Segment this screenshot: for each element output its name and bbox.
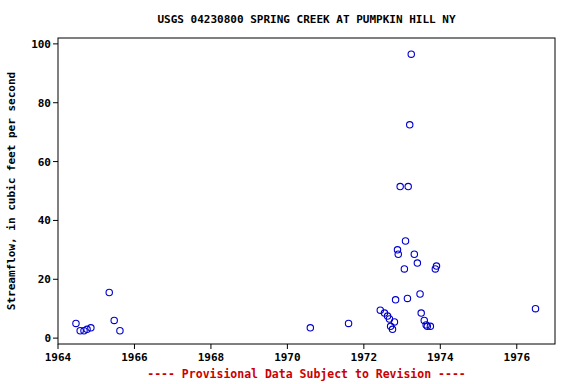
y-tick-label: 60 <box>38 156 51 169</box>
point <box>111 317 117 323</box>
point <box>73 320 79 326</box>
x-tick-label: 1976 <box>504 351 531 364</box>
point <box>405 183 411 189</box>
x-tick-label: 1968 <box>198 351 225 364</box>
chart: USGS 04230800 SPRING CREEK AT PUMPKIN HI… <box>0 0 576 384</box>
x-tick <box>516 344 517 349</box>
points <box>73 51 539 334</box>
point <box>392 297 398 303</box>
x-tick <box>134 344 135 349</box>
x-tick <box>287 344 288 349</box>
point <box>417 291 423 297</box>
x-tick-label: 1964 <box>45 351 72 364</box>
point <box>389 326 395 332</box>
y-axis-label: Streamflow, in cubic feet per second <box>5 72 18 310</box>
y-tick-label: 0 <box>44 332 51 345</box>
x-tick <box>440 344 441 349</box>
x-tick-label: 1966 <box>121 351 148 364</box>
x-tick <box>58 344 59 349</box>
point <box>404 295 410 301</box>
point <box>411 251 417 257</box>
point <box>532 305 538 311</box>
point <box>418 310 424 316</box>
y-tick-label: 20 <box>38 273 51 286</box>
y-tick <box>53 102 58 103</box>
y-tick <box>53 338 58 339</box>
x-tick-label: 1974 <box>427 351 454 364</box>
annotation: ---- Provisional Data Subject to Revisio… <box>147 367 466 381</box>
point <box>84 326 90 332</box>
point <box>88 325 94 331</box>
x-tick-label: 1972 <box>351 351 378 364</box>
plot-frame <box>58 38 555 344</box>
point <box>401 266 407 272</box>
point <box>395 251 401 257</box>
x-tick-label: 1970 <box>274 351 301 364</box>
point <box>414 260 420 266</box>
point <box>408 51 414 57</box>
y-tick <box>53 161 58 162</box>
point <box>307 325 313 331</box>
point <box>433 263 439 269</box>
point <box>391 319 397 325</box>
title: USGS 04230800 SPRING CREEK AT PUMPKIN HI… <box>157 13 455 26</box>
point <box>106 289 112 295</box>
point <box>397 183 403 189</box>
point <box>427 323 433 329</box>
point <box>345 320 351 326</box>
y-tick <box>53 279 58 280</box>
point <box>407 122 413 128</box>
x-tick <box>363 344 364 349</box>
y-tick-label: 100 <box>31 38 51 51</box>
point <box>117 328 123 334</box>
y-tick-label: 40 <box>38 214 51 227</box>
y-tick <box>53 43 58 44</box>
point <box>402 238 408 244</box>
x-tick <box>210 344 211 349</box>
y-tick <box>53 220 58 221</box>
y-tick-label: 80 <box>38 97 51 110</box>
